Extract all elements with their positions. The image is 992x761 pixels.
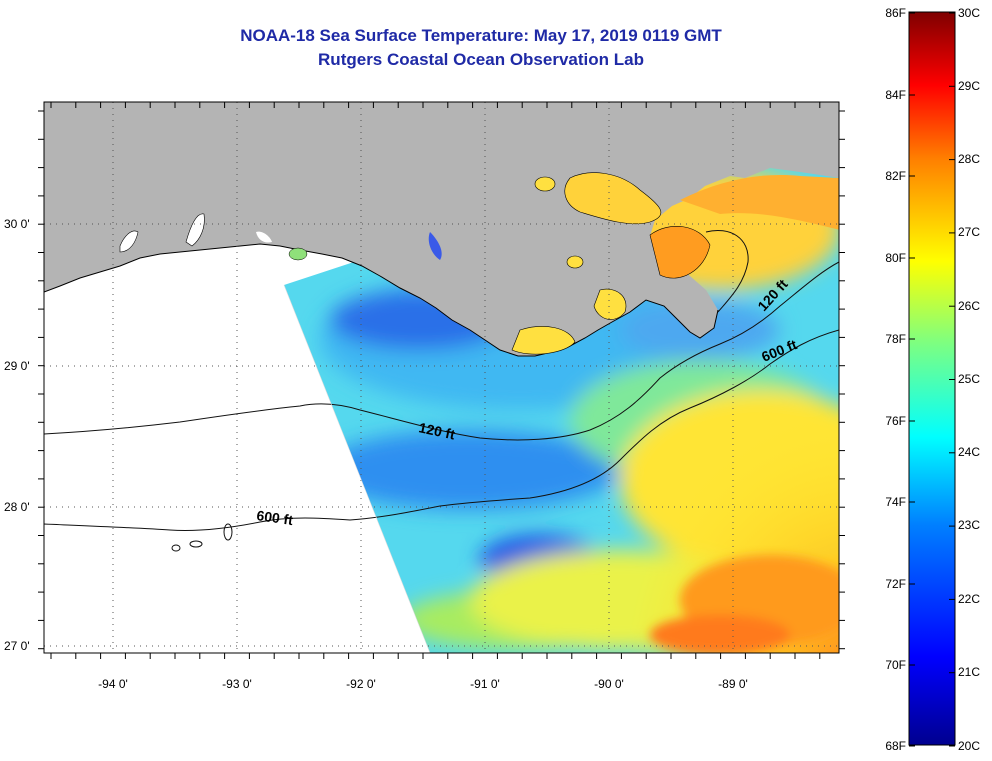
latitude-axis: 30 0' 29 0' 28 0' 27 0' <box>4 217 30 653</box>
lon-tick-label: -91 0' <box>470 677 500 691</box>
coastal-warm-patches <box>288 172 839 355</box>
colorbar-c-label: 26C <box>958 299 980 313</box>
colorbar-c-label: 24C <box>958 445 980 459</box>
lon-tick-label: -94 0' <box>98 677 128 691</box>
colorbar-c-label: 21C <box>958 665 980 679</box>
colorbar-f-label: 78F <box>885 332 906 346</box>
longitude-axis: -94 0' -93 0' -92 0' -91 0' -90 0' -89 0… <box>98 677 748 691</box>
map-subtitle: Rutgers Coastal Ocean Observation Lab <box>318 50 644 69</box>
colorbar-f-label: 84F <box>885 88 906 102</box>
colorbar-c-label: 20C <box>958 739 980 753</box>
colorbar-f-label: 80F <box>885 251 906 265</box>
contour-label: 120 ft <box>417 419 456 442</box>
colorbar-f-label: 74F <box>885 495 906 509</box>
lon-tick-label: -90 0' <box>594 677 624 691</box>
lat-tick-label: 28 0' <box>4 500 30 514</box>
lat-tick-label: 30 0' <box>4 217 30 231</box>
colorbar-c-label: 30C <box>958 6 980 20</box>
map-title: NOAA-18 Sea Surface Temperature: May 17,… <box>240 26 722 45</box>
bathymetry-contours <box>44 230 839 552</box>
lon-tick-label: -92 0' <box>346 677 376 691</box>
colorbar-c-label: 23C <box>958 518 980 532</box>
colorbar-gradient <box>908 11 956 746</box>
lat-tick-label: 29 0' <box>4 359 30 373</box>
colorbar-f-label: 72F <box>885 577 906 591</box>
colorbar-f-label: 70F <box>885 658 906 672</box>
colorbar-f-label: 68F <box>885 739 906 753</box>
lon-tick-label: -93 0' <box>222 677 252 691</box>
colorbar-c-label: 25C <box>958 372 980 386</box>
lon-tick-label: -89 0' <box>718 677 748 691</box>
colorbar-c-label: 27C <box>958 225 980 239</box>
colorbar-c-label: 22C <box>958 592 980 606</box>
colorbar-c-label: 29C <box>958 79 980 93</box>
lat-tick-label: 27 0' <box>4 639 30 653</box>
colorbar-c-label: 28C <box>958 152 980 166</box>
colorbar-f-label: 76F <box>885 414 906 428</box>
land-mass <box>44 102 839 356</box>
colorbar-f-label: 86F <box>885 6 906 20</box>
colorbar-f-label: 82F <box>885 169 906 183</box>
colorbar: 86F 84F 82F 80F 78F 76F 74F 72F 70F 68F … <box>885 6 980 753</box>
contour-label: 600 ft <box>256 507 295 528</box>
